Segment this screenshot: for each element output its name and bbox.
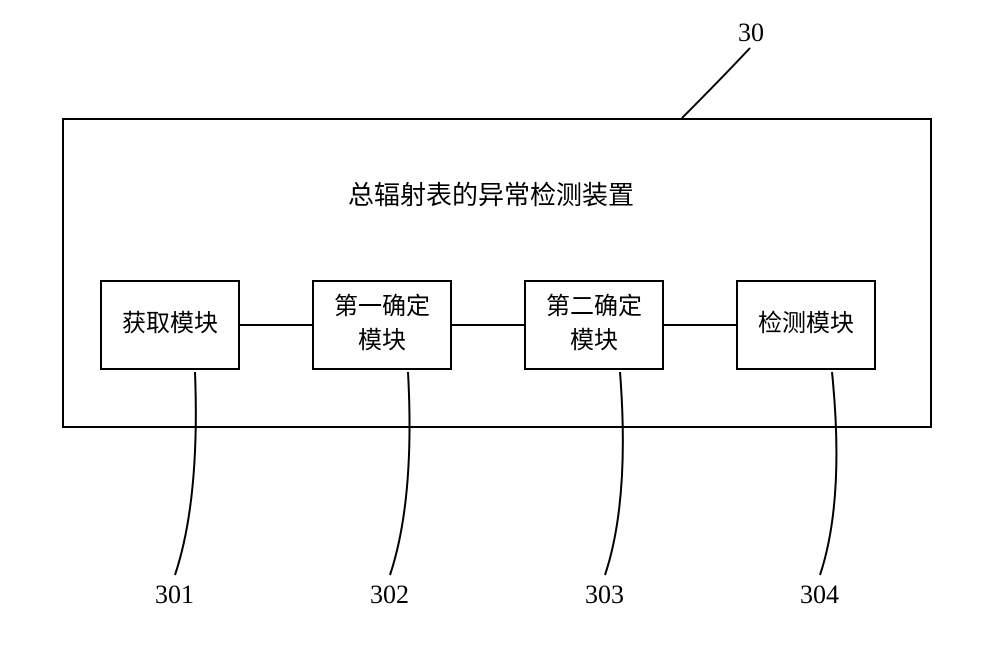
ref-label: 304 [800, 580, 839, 610]
leader-line [0, 0, 1000, 649]
diagram-canvas: 总辐射表的异常检测装置 获取模块 第一确定模块 第二确定模块 检测模块 30 3… [0, 0, 1000, 649]
